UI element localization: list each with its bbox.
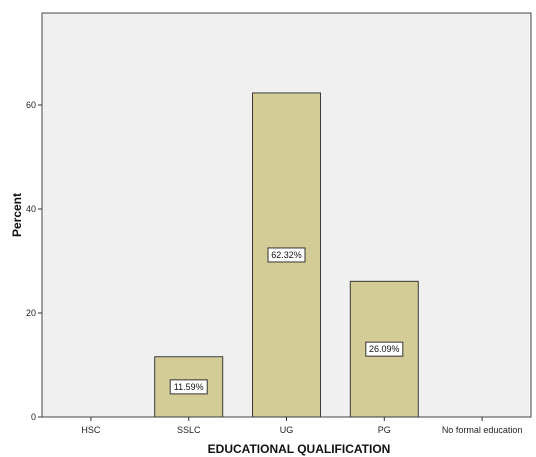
data-label-box	[365, 341, 404, 357]
data-labels: 11.59% 62.32% 26.09%	[169, 247, 404, 395]
data-label: 11.59%	[174, 382, 204, 392]
y-axis: 0 20 40 60	[26, 100, 42, 422]
x-tick-label: PG	[378, 425, 391, 435]
y-tick-label: 60	[26, 100, 36, 110]
data-label-box	[169, 379, 208, 395]
data-label-box	[267, 247, 306, 263]
bars	[154, 92, 419, 418]
x-tick-label: UG	[280, 425, 294, 435]
y-tick-label: 40	[26, 204, 36, 214]
data-label: 26.09%	[369, 344, 400, 354]
y-tick-label: 20	[26, 308, 36, 318]
x-tick-label: No formal education	[442, 425, 523, 435]
x-tick-label: SSLC	[177, 425, 201, 435]
y-tick-label: 0	[31, 412, 36, 422]
y-axis-title: Percent	[10, 193, 24, 237]
x-axis-title: EDUCATIONAL QUALIFICATION	[208, 442, 391, 456]
data-label: 62.32%	[271, 250, 302, 260]
x-axis: HSC SSLC UG PG No formal education	[81, 417, 522, 435]
x-tick-label: HSC	[81, 425, 101, 435]
